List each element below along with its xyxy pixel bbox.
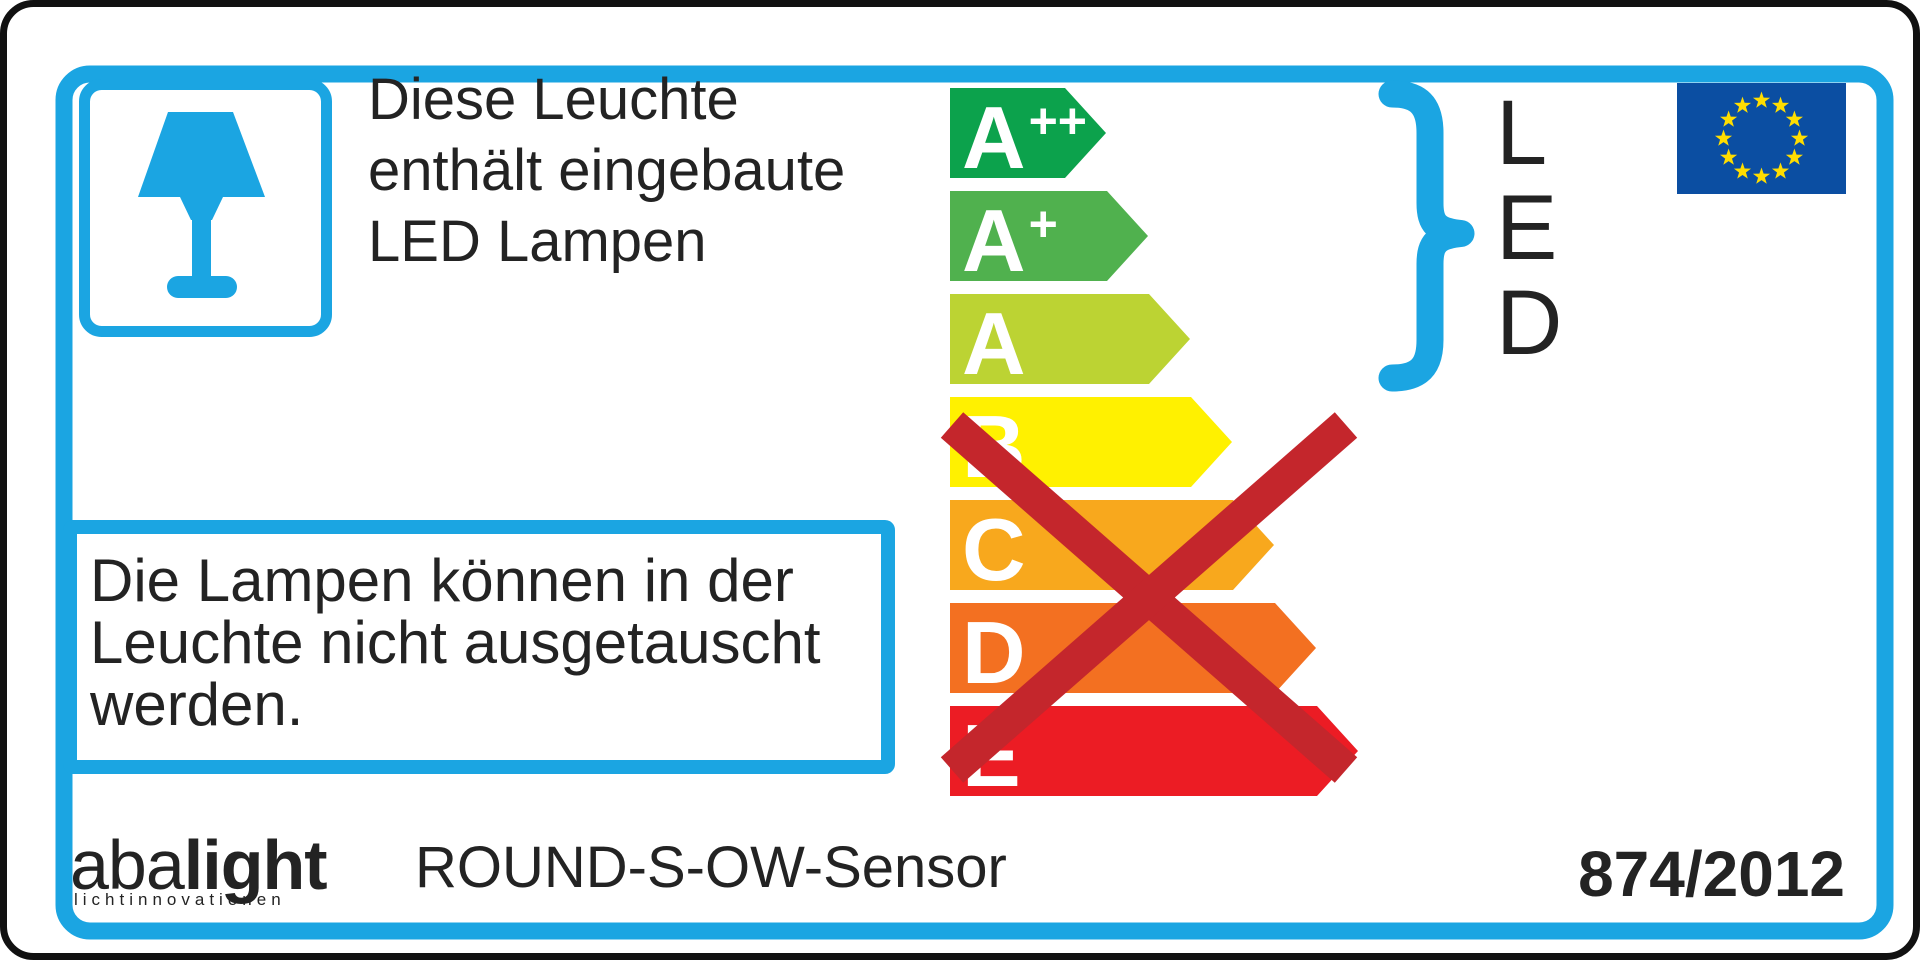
led-letter: E: [1496, 177, 1559, 279]
grade-label: A++: [962, 88, 1087, 187]
red-cross-mark: [940, 412, 1358, 783]
brand-suffix: light: [183, 826, 328, 904]
arrow-grade-e: [950, 706, 1358, 796]
note-line: LED Lampen: [368, 209, 707, 274]
note-line: werden.: [90, 671, 304, 738]
table-lamp-icon: [138, 112, 265, 298]
brand-logo: abalight: [70, 830, 328, 900]
brand-prefix: aba: [70, 826, 185, 904]
grade-label: D: [962, 603, 1026, 702]
lamps-not-replaceable-note: Die Lampen können in der Leuchte nicht a…: [90, 550, 821, 736]
arrow-grade-a: [950, 294, 1190, 384]
grade-label: A: [962, 294, 1026, 393]
note-line: Die Lampen können in der: [90, 547, 794, 614]
label-border: [55, 65, 1894, 940]
lamp-pictogram-box: [79, 79, 332, 337]
regulation-number: 874/2012: [1578, 838, 1845, 910]
curly-brace-icon: [1378, 80, 1475, 392]
led-letter: L: [1496, 82, 1549, 184]
built-in-led-note: Diese Leuchte enthält eingebaute LED Lam…: [368, 64, 845, 277]
arrow-grade-a-plus: [950, 191, 1148, 281]
note-line: Diese Leuchte: [368, 67, 739, 132]
eu-flag-icon: [1677, 83, 1846, 194]
note-line: Leuchte nicht ausgetauscht: [90, 609, 821, 676]
led-letter: D: [1496, 272, 1564, 374]
brand-tagline: lichtinnovationen: [74, 890, 286, 909]
replace-note-box: [63, 520, 895, 774]
grade-label: A+: [962, 191, 1058, 290]
note-line: enthält eingebaute: [368, 138, 846, 203]
grade-label: C: [962, 500, 1026, 599]
led-vertical-label: L E D: [1496, 86, 1563, 371]
model-name: ROUND-S-OW-Sensor: [415, 835, 1007, 900]
arrow-grade-a-plus-plus: [950, 88, 1106, 178]
